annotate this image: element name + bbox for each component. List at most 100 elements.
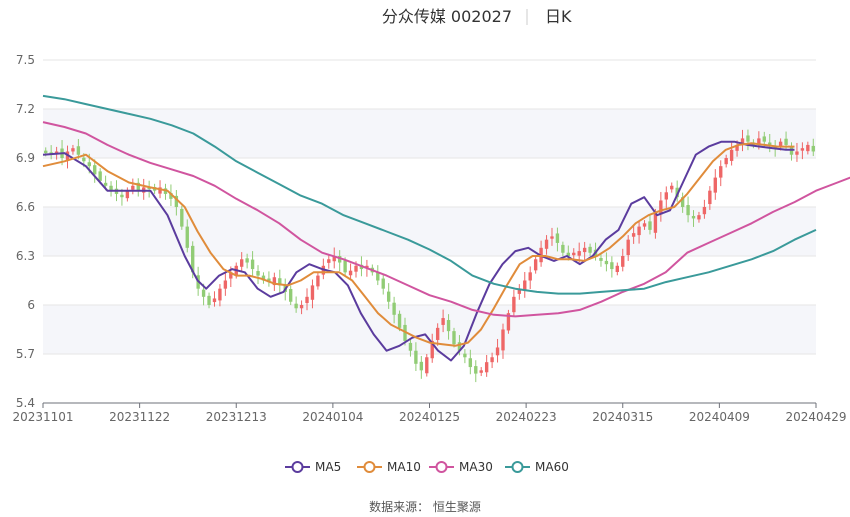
legend-label-ma30: MA30 (459, 460, 493, 474)
x-tick-label: 20240429 (785, 410, 846, 424)
candle-body (180, 208, 184, 227)
candle-body (555, 233, 560, 243)
candle-body (615, 265, 619, 273)
candle-body (435, 327, 440, 340)
candle-body (577, 251, 581, 256)
candle-body (397, 313, 402, 328)
candle-body (305, 296, 309, 304)
candle-body (604, 260, 609, 265)
data-source: 数据来源： 恒生聚源 (369, 499, 481, 514)
candle-body (621, 256, 625, 267)
y-tick-label: 6 (27, 298, 35, 312)
y-tick-label: 5.7 (16, 347, 35, 361)
candle-body (425, 357, 429, 374)
candle-body (789, 146, 794, 155)
candle-body (120, 194, 124, 198)
candle-body (408, 342, 413, 351)
ma10-line (42, 142, 795, 347)
candle-body (686, 205, 690, 216)
candle-body (795, 151, 799, 155)
candle-body (261, 275, 266, 281)
candle-body (729, 149, 734, 161)
candle-body (310, 285, 315, 300)
candle-body (288, 288, 293, 302)
candle-body (158, 187, 162, 194)
candle-body (626, 239, 630, 256)
candle-body (191, 245, 195, 273)
y-tick-label: 7.2 (16, 102, 35, 116)
legend-label-ma5: MA5 (315, 460, 341, 474)
candle-body (98, 171, 102, 181)
ma5-line (42, 140, 795, 362)
candle-body (136, 182, 140, 191)
grid-band (43, 305, 816, 354)
y-tick-label: 5.4 (16, 396, 35, 410)
candle-body (642, 223, 647, 227)
y-tick-label: 7.5 (16, 53, 35, 67)
y-tick-label: 6.3 (16, 249, 35, 263)
candle-body (457, 342, 462, 351)
candle-body (811, 145, 815, 152)
candle-body (348, 270, 353, 276)
candle-body (784, 138, 788, 145)
candle-body (386, 291, 391, 302)
candle-body (719, 166, 723, 178)
candle-body (495, 347, 500, 356)
candle-body (523, 280, 527, 291)
candle-body (414, 350, 418, 364)
candle-body (484, 362, 489, 373)
candle-body (653, 213, 658, 233)
candle-body (697, 215, 701, 220)
grid-band (43, 109, 816, 158)
candle-body (528, 272, 532, 281)
legend: MA5 MA10 MA30 MA60 (285, 460, 569, 474)
candle-body (800, 148, 805, 151)
x-tick-label: 20240125 (399, 410, 460, 424)
y-tick-label: 6.9 (16, 151, 35, 165)
candle-body (278, 278, 282, 286)
candle-body (680, 197, 685, 207)
candle-body (240, 259, 244, 267)
candle-body (381, 278, 385, 289)
candle-body (403, 324, 407, 341)
candle-body (512, 296, 516, 313)
x-tick-label: 20231213 (206, 410, 267, 424)
candle-body (376, 272, 380, 281)
y-tick-label: 6.6 (16, 200, 35, 214)
candle-body (332, 256, 336, 262)
candle-body (757, 138, 761, 145)
candle-body (452, 331, 456, 345)
x-tick-label: 20231101 (12, 410, 73, 424)
candle-body (174, 195, 179, 207)
candle-body (637, 226, 641, 236)
chart-period: 日K (545, 7, 572, 26)
legend-marker (435, 461, 448, 473)
candle-body (201, 289, 206, 297)
candle-body (54, 151, 59, 154)
x-axis-labels: 20231101 20231122 20231213 20240104 20240125… (12, 403, 847, 424)
candle-body (354, 265, 358, 272)
candle-body (713, 177, 717, 193)
candle-body (702, 207, 707, 215)
candle-body (212, 298, 217, 303)
candle-body (474, 366, 478, 374)
grid-bands (43, 109, 816, 354)
candle-body (762, 136, 766, 142)
candle-body (582, 247, 587, 253)
candle-body (223, 280, 228, 289)
candle-body (588, 246, 592, 253)
candle-body (267, 278, 271, 283)
candle-body (256, 271, 260, 276)
candle-body (670, 185, 674, 190)
candle-body (572, 252, 576, 256)
candle-body (533, 259, 538, 271)
candle-body (294, 303, 298, 309)
candle-body (441, 318, 445, 325)
ma30-line (42, 121, 850, 318)
candle-body (299, 305, 304, 309)
candle-body (185, 226, 189, 248)
candle-body (735, 144, 739, 151)
candle-body (419, 361, 424, 371)
candle-body (316, 275, 320, 287)
candle-body (708, 190, 712, 205)
